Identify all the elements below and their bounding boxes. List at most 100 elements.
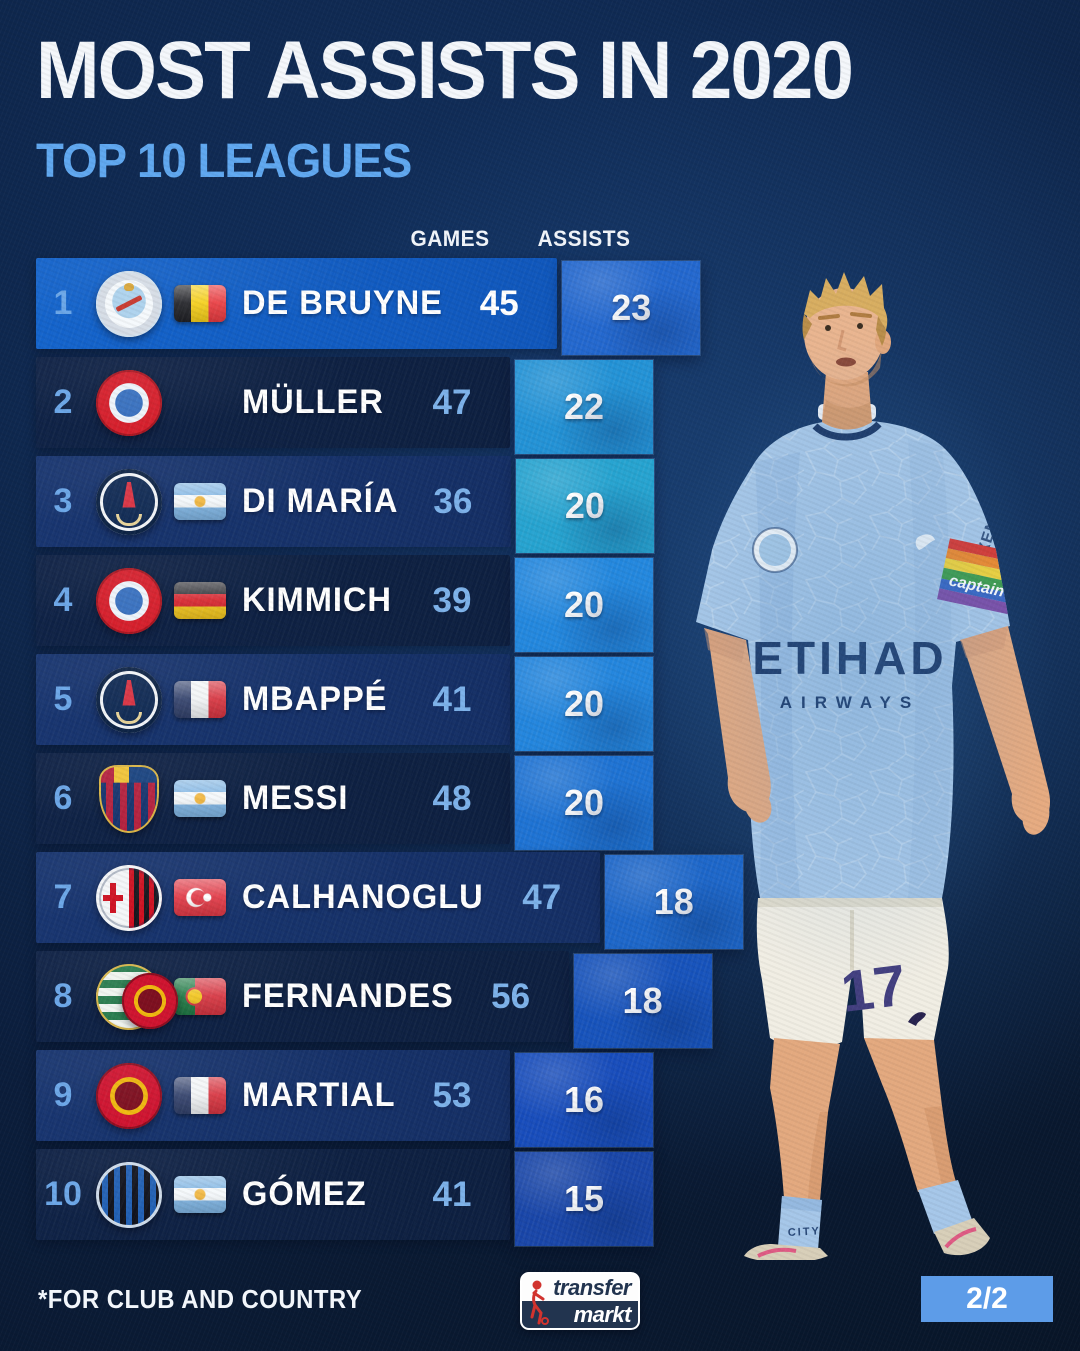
assists-value: 20 <box>563 782 605 823</box>
assists-cell: 23 <box>562 261 701 355</box>
assists-cell: 22 <box>515 360 653 454</box>
page-title: MOST ASSISTS IN 2020 <box>36 25 854 116</box>
assists-cell: 15 <box>515 1152 653 1246</box>
table-row: 7 CALHANOGLU 47 18 <box>36 852 743 949</box>
assists-cell: 18 <box>573 954 712 1048</box>
ranking-table: 1 DE BRUYNE 45 23 2 MÜL <box>36 258 743 1248</box>
rank-label: 7 <box>53 878 73 916</box>
rank-label: 1 <box>53 284 73 322</box>
assists-column-header: ASSISTS <box>537 226 631 251</box>
rank-label: 9 <box>53 1076 73 1114</box>
country-flag-icon <box>174 483 226 520</box>
rank-label: 3 <box>53 482 73 520</box>
row-main: 9 MARTIAL 53 <box>36 1050 510 1141</box>
player-photo-container: ETIHAD AIRWAYS NEXEN captain <box>572 210 1080 1300</box>
assists-value: 20 <box>564 485 605 526</box>
country-flag-icon <box>174 285 226 322</box>
player-name: DE BRUYNE <box>242 284 443 322</box>
table-row: 5 MBAPPÉ 41 20 <box>36 654 656 751</box>
assists-value: 18 <box>622 980 663 1021</box>
games-value: 36 <box>433 481 473 521</box>
club-badges <box>90 268 168 340</box>
club-badges <box>90 565 168 637</box>
club-badges <box>90 961 178 1033</box>
assists-cell: 16 <box>515 1053 653 1147</box>
club-badge-icon <box>96 369 162 436</box>
country-flag-icon <box>174 1176 226 1213</box>
player-name: MARTIAL <box>242 1076 396 1114</box>
assists-value: 15 <box>563 1178 605 1219</box>
footnote: *FOR CLUB AND COUNTRY <box>38 1284 363 1314</box>
player-name: MÜLLER <box>242 383 384 421</box>
player-name: MBAPPÉ <box>242 680 388 718</box>
club-badge-icon <box>96 1161 162 1228</box>
club-badge-icon <box>96 1062 162 1129</box>
club-badges <box>90 862 168 934</box>
rank-label: 6 <box>53 779 73 817</box>
rank-label: 5 <box>53 680 73 718</box>
games-value: 41 <box>432 1174 472 1214</box>
armband-text: captain <box>947 572 1006 600</box>
player-name: KIMMICH <box>242 581 392 619</box>
assists-value: 20 <box>563 584 605 625</box>
row-main: 2 MÜLLER 47 <box>36 357 510 448</box>
rank-label: 10 <box>44 1175 82 1213</box>
page-indicator-badge: 2/2 <box>921 1276 1053 1322</box>
rank-label: 8 <box>53 977 73 1015</box>
assists-cell: 20 <box>515 657 653 751</box>
row-main: 1 DE BRUYNE 45 <box>36 258 558 349</box>
table-row: 10 GÓMEZ 41 15 <box>36 1149 656 1246</box>
row-main: 7 CALHANOGLU 47 <box>36 852 600 943</box>
table-row: 4 KIMMICH 39 20 <box>36 555 656 652</box>
club-badges <box>90 664 168 736</box>
games-value: 48 <box>432 778 472 818</box>
country-flag-icon <box>174 681 226 718</box>
sock-text: CITY <box>788 1225 822 1239</box>
table-row: 1 DE BRUYNE 45 23 <box>36 258 701 355</box>
club-badges <box>90 1159 168 1231</box>
country-flag-icon <box>174 582 226 619</box>
sleeve-sponsor-text: NEXEN <box>967 517 1002 579</box>
table-row: 8 FERNANDES 56 18 <box>36 951 712 1048</box>
table-row: 3 DI MARÍA 36 20 <box>36 456 656 553</box>
club-badge-icon <box>96 468 162 535</box>
club-badge-secondary-icon <box>122 972 178 1029</box>
row-main: 6 MESSI 48 <box>36 753 510 844</box>
games-value: 56 <box>491 976 531 1016</box>
player-name: CALHANOGLU <box>242 878 484 916</box>
table-row: 2 MÜLLER 47 22 <box>36 357 656 454</box>
club-badges <box>90 763 168 835</box>
player-name: GÓMEZ <box>242 1175 367 1213</box>
assists-value: 20 <box>563 683 605 724</box>
column-headers: GAMES ASSISTS <box>36 226 653 252</box>
assists-value: 23 <box>611 287 652 328</box>
club-badge-icon <box>99 764 159 833</box>
table-row: 9 MARTIAL 53 16 <box>36 1050 656 1147</box>
player-photo: ETIHAD AIRWAYS NEXEN captain <box>696 272 1051 1263</box>
club-badges <box>90 367 168 439</box>
row-main: 10 GÓMEZ 41 <box>36 1149 510 1240</box>
assists-value: 16 <box>563 1079 605 1120</box>
games-value: 41 <box>432 679 472 719</box>
row-main: 4 KIMMICH 39 <box>36 555 510 646</box>
jersey-sponsor-subtext: AIRWAYS <box>780 693 920 712</box>
club-badge-icon <box>96 864 162 931</box>
assists-value: 22 <box>563 386 605 427</box>
assists-cell: 18 <box>604 855 743 949</box>
row-main: 5 MBAPPÉ 41 <box>36 654 510 745</box>
club-badge-icon <box>96 567 162 634</box>
assists-cell: 20 <box>515 756 653 850</box>
player-name: MESSI <box>242 779 349 817</box>
jersey-sponsor-text: ETIHAD <box>752 632 947 684</box>
page-subtitle: TOP 10 LEAGUES <box>36 135 412 188</box>
games-value: 45 <box>479 283 519 323</box>
club-badge-icon <box>96 666 162 733</box>
country-flag-icon <box>174 1077 226 1114</box>
rank-label: 2 <box>53 383 73 421</box>
games-value: 53 <box>432 1075 472 1115</box>
games-value: 47 <box>432 382 472 422</box>
country-flag-icon <box>174 780 226 817</box>
row-main: 3 DI MARÍA 36 <box>36 456 511 547</box>
player-name: DI MARÍA <box>242 482 399 520</box>
